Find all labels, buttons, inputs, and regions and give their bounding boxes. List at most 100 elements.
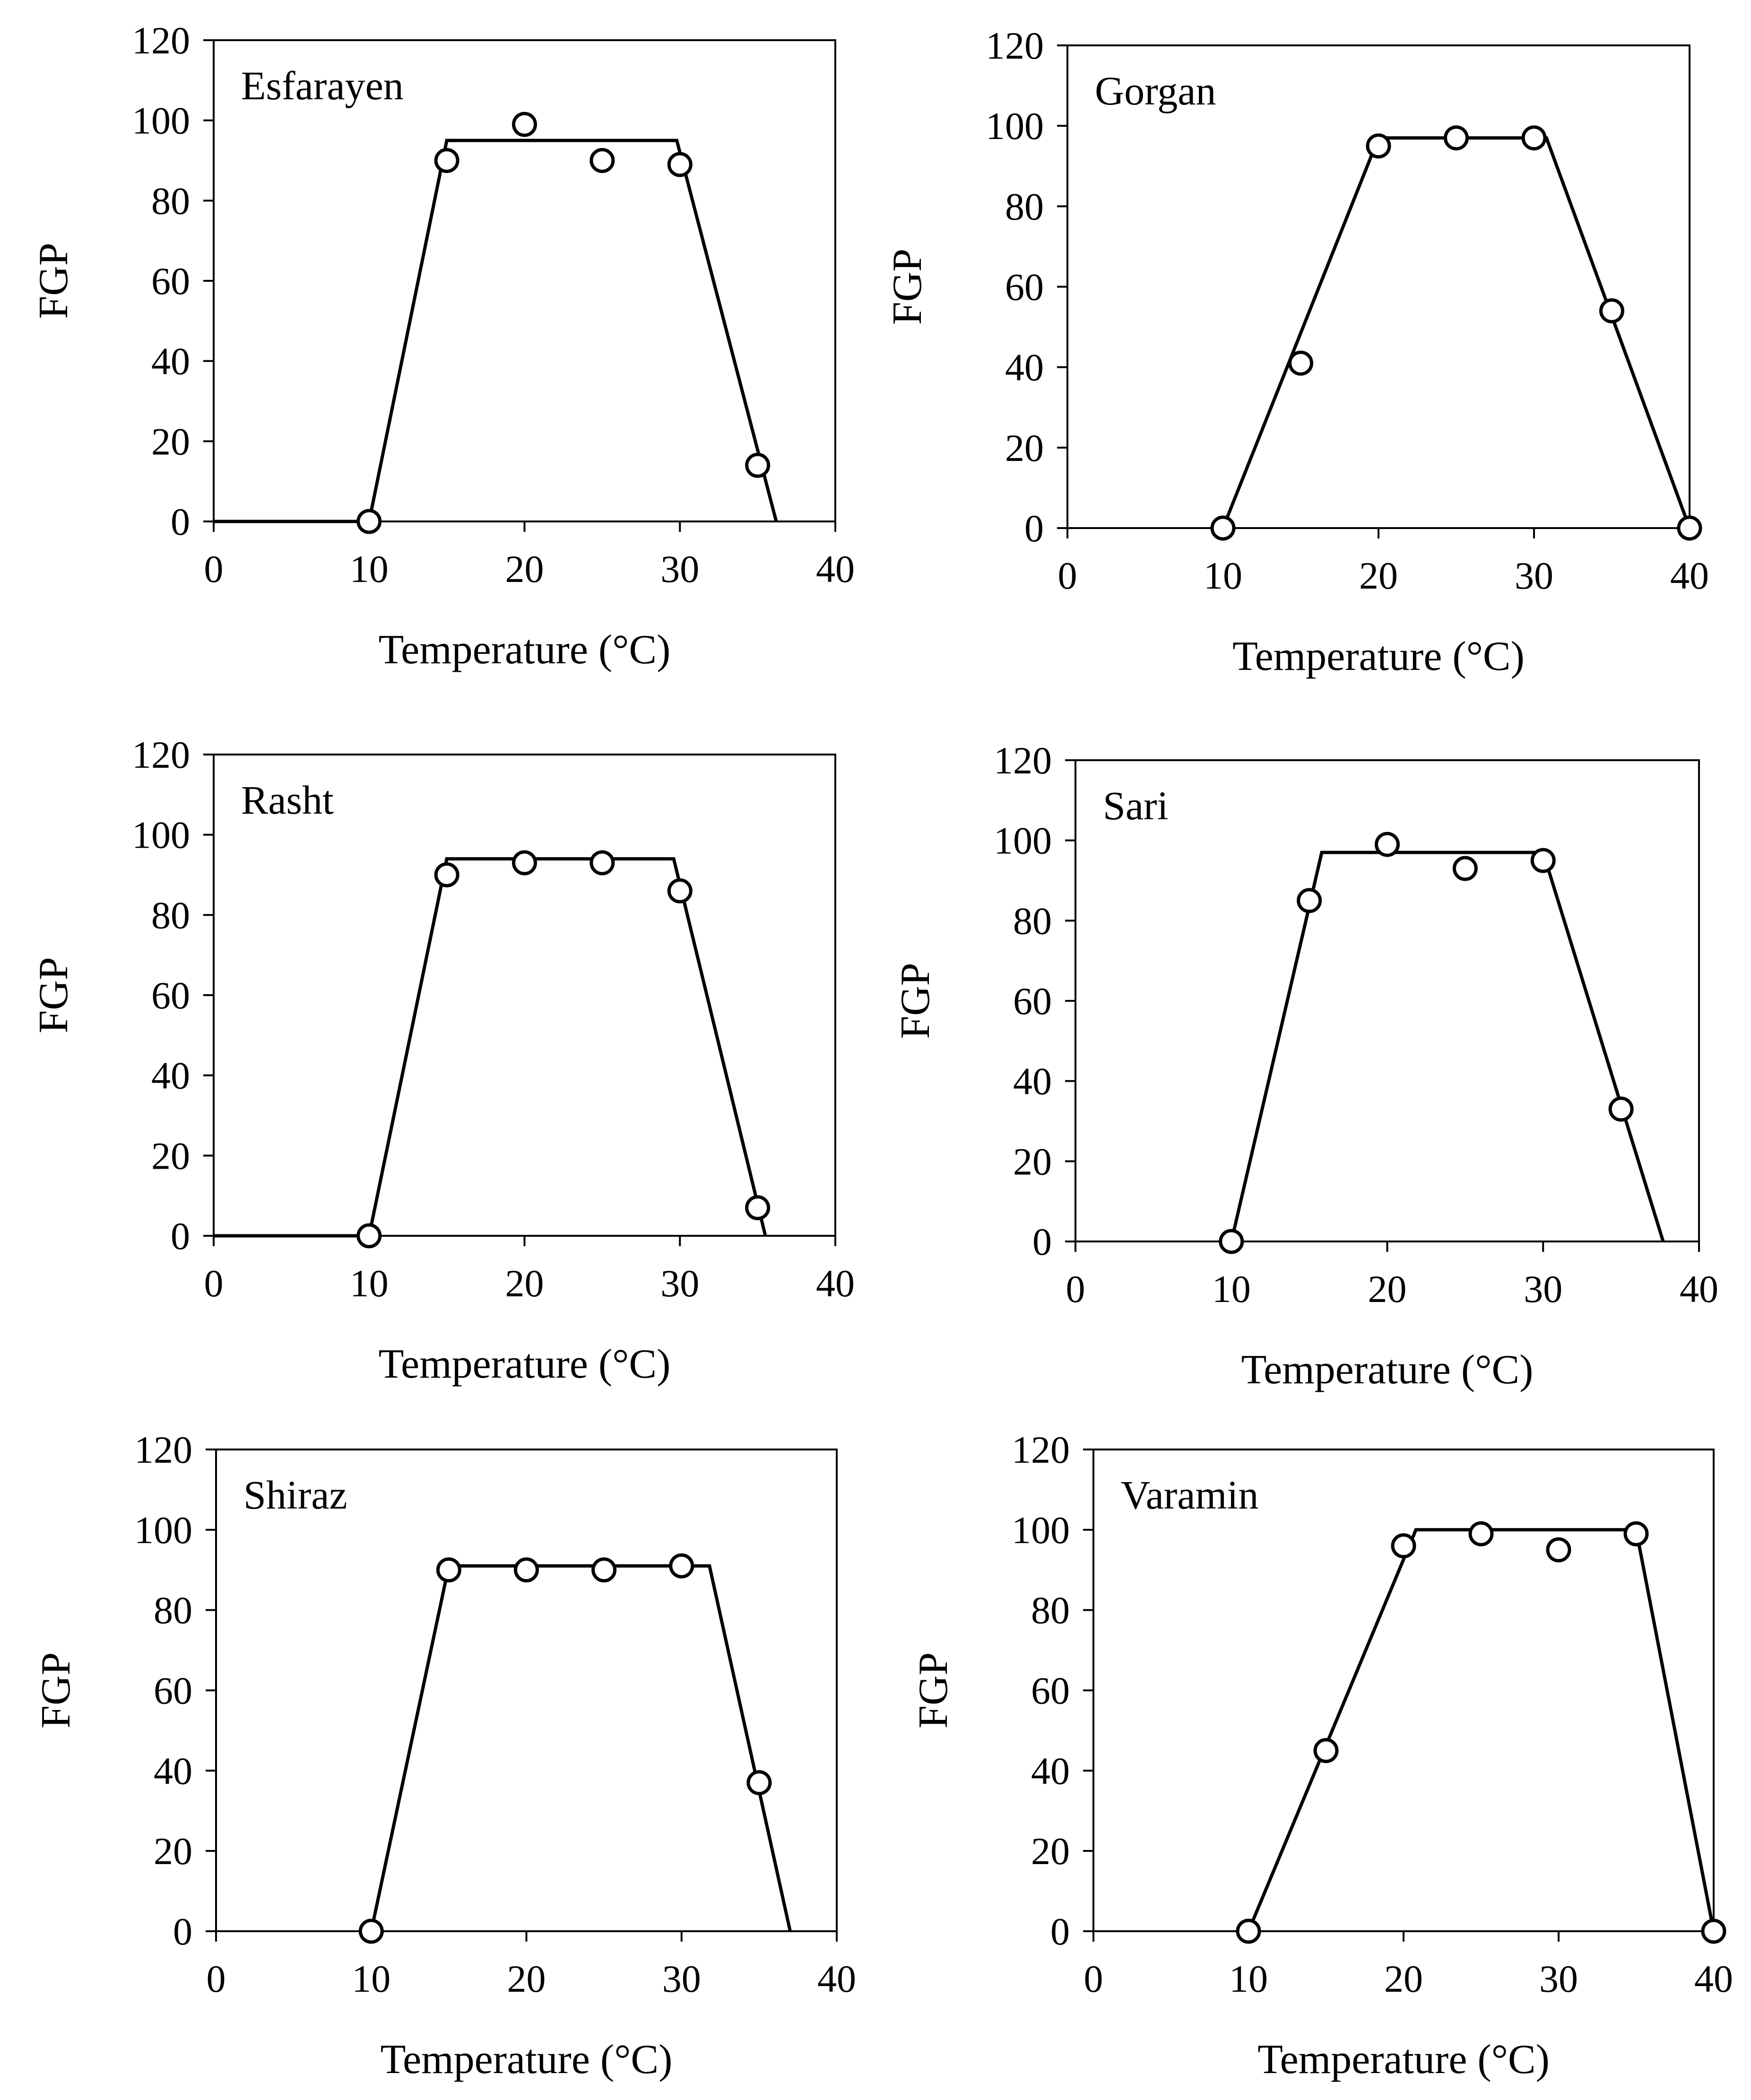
chart-1-x-tick-label: 20 (1359, 554, 1398, 597)
chart-4-y-tick-label: 60 (154, 1669, 192, 1712)
chart-5-data-point (1393, 1535, 1414, 1557)
chart-3-data-point (1221, 1231, 1242, 1252)
chart-4-data-point (438, 1559, 459, 1581)
chart-1-y-tick-label: 60 (1005, 266, 1044, 309)
chart-1-panel-title: Gorgan (1095, 68, 1216, 113)
chart-2-x-tick-label: 40 (816, 1262, 855, 1305)
chart-2-x-tick-label: 0 (204, 1262, 224, 1305)
chart-1-x-tick-label: 40 (1670, 554, 1709, 597)
chart-4-y-tick-label: 120 (134, 1428, 192, 1471)
chart-5-data-point (1548, 1539, 1569, 1561)
chart-2-y-tick-label: 120 (132, 733, 190, 776)
chart-3-y-tick-label: 80 (1013, 899, 1052, 942)
chart-4-x-tick-label: 30 (662, 1957, 701, 2000)
chart-2-data-point (358, 1225, 380, 1247)
chart-3-x-tick-label: 40 (1680, 1267, 1718, 1310)
chart-3-y-tick-label: 60 (1013, 980, 1052, 1023)
chart-1-y-tick-label: 0 (1024, 507, 1044, 550)
chart-4-y-axis-title: FGP (33, 1652, 79, 1728)
chart-4-y-tick-label: 40 (154, 1749, 192, 1792)
chart-3-x-tick-label: 0 (1066, 1267, 1085, 1310)
chart-1-x-tick-label: 10 (1204, 554, 1242, 597)
chart-2-x-tick-label: 10 (350, 1262, 389, 1305)
chart-5-x-tick-label: 20 (1384, 1957, 1423, 2000)
chart-5-x-tick-label: 30 (1539, 1957, 1578, 2000)
chart-2-y-tick-label: 20 (151, 1134, 190, 1177)
chart-0-y-tick-label: 120 (132, 19, 190, 62)
chart-4-y-tick-label: 20 (154, 1830, 192, 1873)
chart-1-data-point (1601, 300, 1623, 322)
chart-3-data-point (1532, 850, 1554, 871)
chart-1-data-point (1446, 127, 1467, 149)
chart-5-data-point (1625, 1523, 1647, 1545)
chart-4-y-tick-label: 100 (134, 1509, 192, 1552)
chart-4-data-point (593, 1559, 615, 1581)
chart-0-y-tick-label: 60 (151, 260, 190, 303)
chart-3-y-tick-label: 100 (994, 819, 1052, 862)
chart-3-data-point (1377, 833, 1398, 855)
chart-2-y-tick-label: 100 (132, 814, 190, 857)
chart-5-data-point (1470, 1523, 1492, 1545)
chart-4-y-tick-label: 0 (173, 1910, 192, 1953)
chart-2-data-point (669, 880, 691, 902)
chart-1-y-tick-label: 20 (1005, 426, 1044, 469)
chart-0-data-point (358, 511, 380, 532)
chart-5-panel-title: Varamin (1121, 1472, 1258, 1518)
chart-3-x-tick-label: 10 (1212, 1267, 1251, 1310)
chart-3-x-tick-label: 30 (1524, 1267, 1562, 1310)
chart-5-y-tick-label: 100 (1012, 1509, 1070, 1552)
chart-4-x-tick-label: 10 (352, 1957, 390, 2000)
chart-1-y-tick-label: 80 (1005, 185, 1044, 228)
chart-4-data-point (360, 1920, 382, 1942)
chart-0-y-tick-label: 40 (151, 340, 190, 383)
chart-0-y-tick-label: 80 (151, 179, 190, 222)
chart-5-data-point (1315, 1740, 1337, 1762)
chart-4-x-tick-label: 0 (207, 1957, 226, 2000)
chart-4-data-point (516, 1559, 537, 1581)
chart-5-x-tick-label: 0 (1084, 1957, 1103, 2000)
chart-0-x-tick-label: 40 (816, 547, 855, 590)
chart-0-x-tick-label: 0 (204, 547, 224, 590)
chart-5-y-tick-label: 0 (1050, 1910, 1070, 1953)
chart-0-y-tick-label: 0 (171, 500, 190, 543)
chart-3-y-tick-label: 40 (1013, 1060, 1052, 1103)
chart-1-data-point (1679, 517, 1700, 539)
chart-5-y-tick-label: 60 (1031, 1669, 1070, 1712)
chart-5-y-tick-label: 80 (1031, 1589, 1070, 1632)
chart-3-panel-title: Sari (1103, 783, 1169, 828)
chart-2-y-tick-label: 80 (151, 894, 190, 937)
chart-2-data-point (514, 852, 536, 874)
chart-0-data-point (747, 454, 769, 476)
chart-2-y-tick-label: 60 (151, 974, 190, 1017)
chart-0-x-tick-label: 30 (660, 547, 699, 590)
chart-1-y-tick-label: 100 (986, 104, 1044, 148)
chart-4-panel-title: Shiraz (243, 1472, 347, 1518)
chart-1-y-axis-title: FGP (884, 249, 930, 325)
chart-1-data-point (1290, 352, 1312, 374)
chart-4-x-axis-title: Temperature (°C) (381, 2037, 673, 2083)
chart-0-data-point (514, 113, 536, 135)
chart-4-data-point (748, 1772, 770, 1794)
chart-0-panel-title: Esfarayen (241, 63, 404, 108)
chart-1-x-tick-label: 0 (1058, 554, 1077, 597)
chart-0-y-tick-label: 20 (151, 420, 190, 463)
chart-2-x-tick-label: 20 (505, 1262, 544, 1305)
chart-0-x-axis-title: Temperature (°C) (379, 627, 671, 673)
chart-4-x-tick-label: 20 (507, 1957, 546, 2000)
chart-4-data-point (671, 1555, 693, 1577)
chart-1-y-tick-label: 40 (1005, 346, 1044, 389)
chart-3-data-point (1454, 858, 1476, 879)
chart-5-x-axis-title: Temperature (°C) (1257, 2037, 1550, 2083)
chart-2-panel-title: Rasht (241, 777, 334, 823)
chart-2-x-tick-label: 30 (660, 1262, 699, 1305)
chart-2-y-tick-label: 0 (171, 1215, 190, 1258)
chart-1-data-point (1523, 127, 1545, 149)
chart-4-x-tick-label: 40 (817, 1957, 856, 2000)
chart-5-y-tick-label: 120 (1012, 1428, 1070, 1471)
chart-5-y-tick-label: 40 (1031, 1749, 1070, 1792)
chart-5-y-tick-label: 20 (1031, 1830, 1070, 1873)
chart-0-x-tick-label: 20 (505, 547, 544, 590)
chart-2-y-tick-label: 40 (151, 1054, 190, 1097)
chart-0-data-point (436, 150, 458, 172)
chart-3-y-tick-label: 120 (994, 739, 1052, 782)
